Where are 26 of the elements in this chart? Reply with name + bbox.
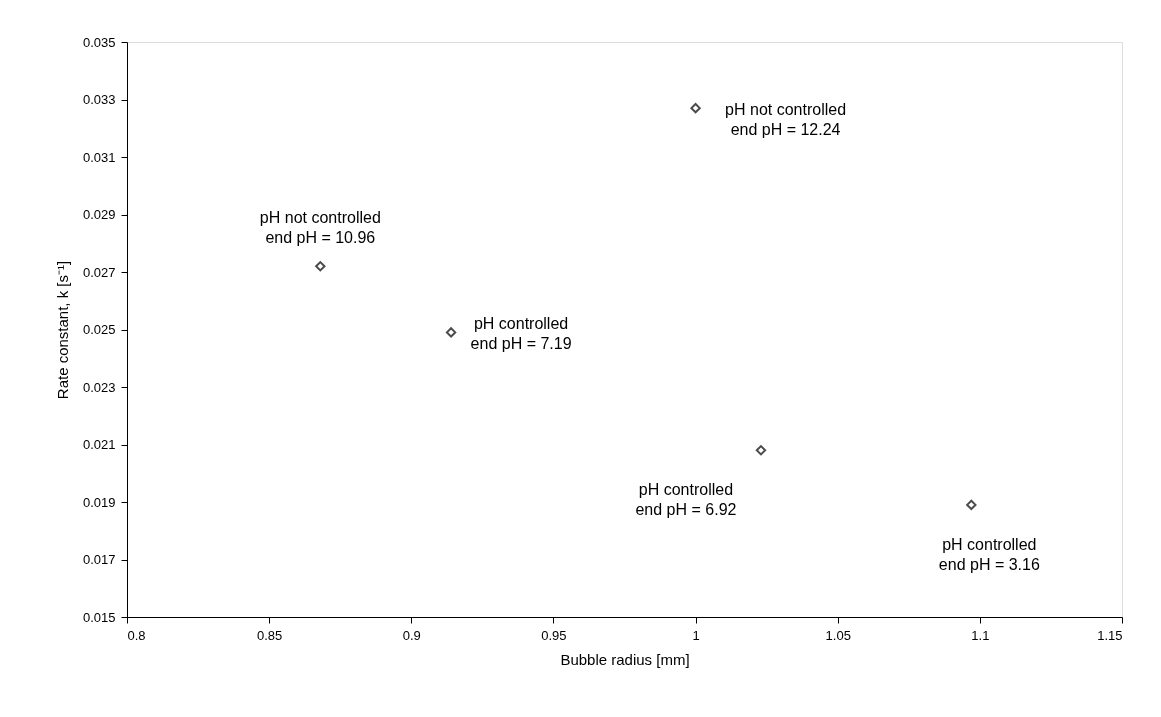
x-axis-title: Bubble radius [mm] [560,650,690,668]
x-tick-label: 0.8 [127,627,146,643]
y-tick-label: 0.017 [82,552,116,567]
x-tick-label: 1 [692,627,700,643]
annotation: pH controlled end pH = 6.92 [635,481,737,519]
y-tick-label: 0.035 [82,34,116,50]
annotation: pH controlled end pH = 3.16 [938,535,1040,573]
y-tick-label: 0.021 [82,437,116,452]
annotation: pH not controlled end pH = 10.96 [259,209,381,247]
y-tick-label: 0.025 [82,322,116,337]
y-tick-label: 0.019 [82,494,116,510]
x-tick-label: 0.95 [541,627,567,643]
y-tick-label: 0.033 [82,92,116,107]
x-tick-label: 0.85 [256,627,283,643]
x-tick-label: 0.9 [402,627,421,643]
y-tick-label: 0.015 [82,609,116,625]
annotation: pH not controlled end pH = 12.24 [725,101,847,139]
y-tick-label: 0.029 [82,207,116,222]
y-tick-label: 0.023 [82,379,116,395]
y-axis-title: Rate constant, k [s⁻¹] [53,260,71,400]
y-tick-label: 0.031 [82,149,116,165]
x-tick-label: 1.05 [825,627,851,643]
y-tick-label: 0.027 [82,264,116,280]
x-tick-label: 1.1 [971,627,990,643]
annotation: pH controlled end pH = 7.19 [470,315,572,353]
x-tick-label: 1.15 [1097,627,1123,643]
